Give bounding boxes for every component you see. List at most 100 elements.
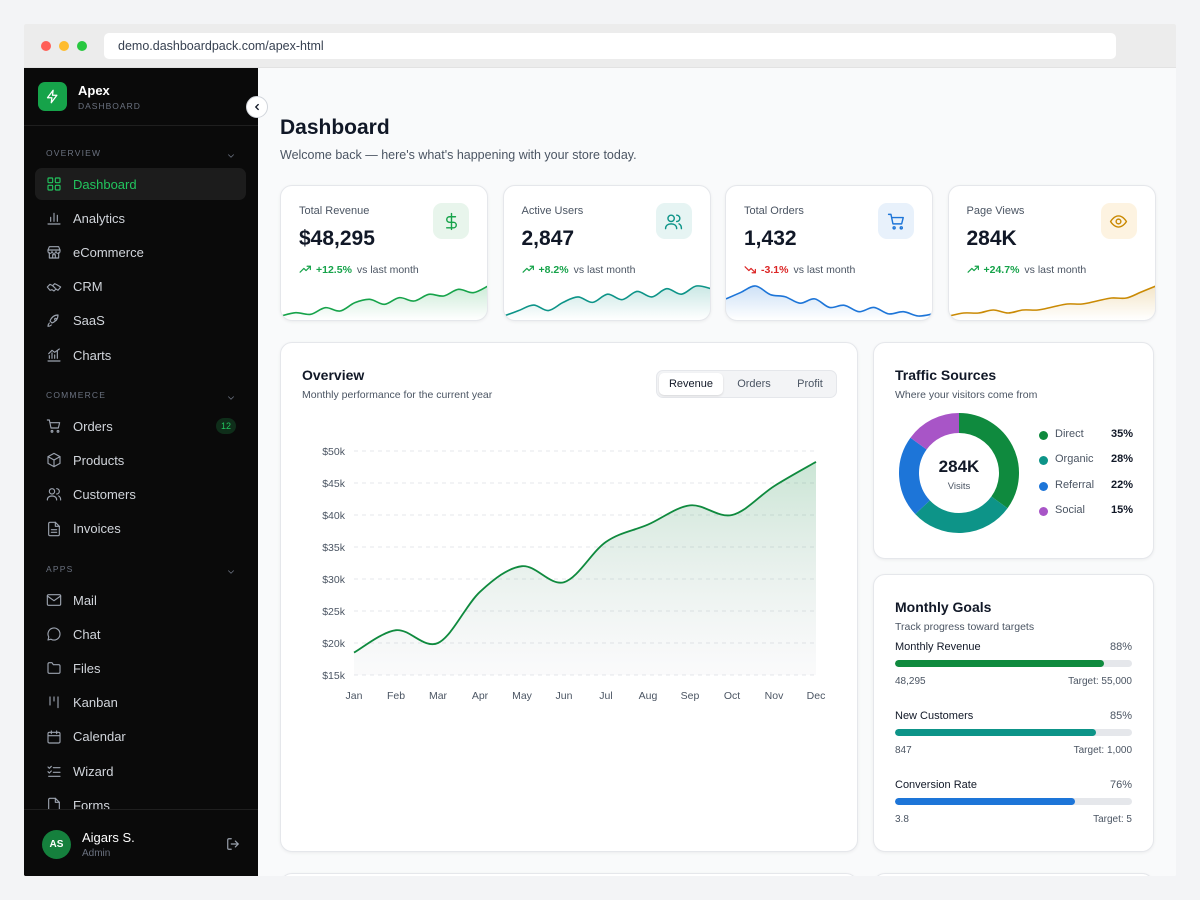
orders-count-badge: 12 xyxy=(215,418,236,434)
legend-dot xyxy=(1039,506,1048,516)
overview-card: Overview Monthly performance for the cur… xyxy=(280,342,858,852)
chevron-down-icon[interactable] xyxy=(226,148,236,158)
lightning-icon[interactable] xyxy=(38,82,67,111)
users-icon xyxy=(664,213,683,229)
stat-value: 2,847 xyxy=(521,227,575,250)
line-chart-icon xyxy=(47,348,61,362)
sidebar-item-mail[interactable]: Mail xyxy=(35,584,246,616)
sidebar-item-analytics[interactable]: Analytics xyxy=(35,202,246,234)
goal-progress-track xyxy=(895,798,1132,805)
sidebar-item-products[interactable]: Products xyxy=(35,444,246,476)
sidebar-item-crm[interactable]: CRM xyxy=(35,271,246,303)
y-tick-label: $30k xyxy=(322,574,346,586)
goal-percent: 85% xyxy=(1109,710,1132,722)
stat-value: 284K xyxy=(966,227,1017,250)
sidebar-item-saas[interactable]: SaaS xyxy=(35,305,246,337)
stat-card-total-orders[interactable]: Total Orders 1,432 -3.1% vs last month xyxy=(725,185,933,321)
stat-sparkline xyxy=(948,285,1155,320)
eye-icon-badge xyxy=(1100,203,1137,239)
maximize-window-button[interactable] xyxy=(77,41,87,51)
sidebar-item-label: Customers xyxy=(73,486,136,502)
sparkline-area xyxy=(503,285,710,320)
goals-title: Monthly Goals xyxy=(895,599,992,615)
stat-card-page-views[interactable]: Page Views 284K +24.7% vs last month xyxy=(947,185,1156,321)
store-icon xyxy=(47,246,61,259)
legend-item-referral: Referral 22% xyxy=(1039,478,1133,494)
stat-change: +24.7% vs last month xyxy=(966,263,1086,276)
stat-change: -3.1% vs last month xyxy=(744,263,855,276)
cart-icon xyxy=(887,213,904,230)
sidebar-item-label: Invoices xyxy=(73,521,121,537)
stat-change-percent: -3.1% xyxy=(761,263,789,276)
sidebar-item-ecommerce[interactable]: eCommerce xyxy=(35,236,246,268)
chevron-down-icon xyxy=(228,570,234,574)
sparkline-line xyxy=(281,285,487,317)
sidebar-item-files[interactable]: Files xyxy=(35,652,246,684)
sidebar-item-customers[interactable]: Customers xyxy=(35,478,246,510)
chevron-down-icon[interactable] xyxy=(226,564,236,574)
donut-slice-referral xyxy=(899,437,931,515)
sidebar-item-label: Forms xyxy=(73,797,110,813)
minimize-window-button[interactable] xyxy=(59,41,69,51)
collapse-sidebar-button[interactable] xyxy=(246,96,268,118)
legend-item-direct: Direct 35% xyxy=(1039,427,1133,443)
legend-percent: 15% xyxy=(1110,503,1133,516)
goal-target: Target: 55,000 xyxy=(1068,676,1132,687)
rocket-icon xyxy=(47,314,59,327)
legend-percent: 35% xyxy=(1110,428,1133,440)
sidebar-item-label: Products xyxy=(73,452,125,468)
sidebar-item-dashboard[interactable]: Dashboard xyxy=(35,168,246,200)
sidebar-item-orders[interactable]: Orders 12 xyxy=(35,410,246,442)
sidebar-item-label: Chat xyxy=(73,626,101,642)
tab-profit[interactable]: Profit xyxy=(797,378,823,390)
folder-icon xyxy=(47,662,61,675)
revenue-area-chart: $15k $20k $25k $30k $35k $40k $45k $50k Jan Feb Ma… xyxy=(322,446,825,702)
donut-slice-direct xyxy=(958,413,1019,509)
browser-toolbar: demo.dashboardpack.com/apex-html xyxy=(24,24,1176,68)
goal-name: Conversion Rate xyxy=(895,779,977,791)
goal-progress-track xyxy=(895,729,1132,736)
chevron-down-icon[interactable] xyxy=(226,390,236,400)
close-window-button[interactable] xyxy=(41,41,51,51)
chevron-left-icon xyxy=(254,103,259,111)
sidebar-item-invoices[interactable]: Invoices xyxy=(35,513,246,545)
stat-change-percent: +8.2% xyxy=(538,263,569,276)
stat-value: $48,295 xyxy=(299,227,375,250)
overview-title: Overview xyxy=(302,367,365,383)
traffic-sources-card: Traffic Sources Where your visitors come… xyxy=(873,342,1154,559)
calendar-icon xyxy=(47,730,61,744)
stat-sparkline xyxy=(503,285,710,320)
overview-subtitle: Monthly performance for the current year xyxy=(302,389,493,401)
eye-icon xyxy=(1109,214,1128,228)
stat-card-active-users[interactable]: Active Users 2,847 +8.2% vs last month xyxy=(502,185,711,321)
sidebar-item-wizard[interactable]: Wizard xyxy=(35,755,246,787)
address-bar[interactable]: demo.dashboardpack.com/apex-html xyxy=(104,33,1116,59)
chat-icon xyxy=(47,627,61,641)
sidebar-item-calendar[interactable]: Calendar xyxy=(35,721,246,753)
sidebar-item-charts[interactable]: Charts xyxy=(35,339,246,371)
stat-change-suffix: vs last month xyxy=(356,263,419,276)
dollar-icon-badge xyxy=(433,203,469,239)
sidebar-item-kanban[interactable]: Kanban xyxy=(35,687,246,719)
overview-tabs: Revenue Orders Profit xyxy=(656,370,837,398)
page-subtitle: Welcome back — here's what's happening w… xyxy=(280,148,637,162)
goal-percent: 76% xyxy=(1109,779,1132,791)
x-tick-label: Mar xyxy=(429,690,448,702)
stat-card-total-revenue[interactable]: Total Revenue $48,295 +12.5% vs last month xyxy=(280,185,488,321)
sidebar-item-chat[interactable]: Chat xyxy=(35,618,246,650)
avatar[interactable]: AS xyxy=(42,830,71,859)
sidebar-item-label: Files xyxy=(73,660,101,676)
goal-current: 847 xyxy=(895,745,912,756)
sidebar-item-label: Calendar xyxy=(73,729,126,745)
goal-progress-fill xyxy=(895,798,1076,805)
tab-revenue[interactable]: Revenue xyxy=(659,373,723,395)
box-icon xyxy=(47,452,61,468)
section-label-apps: APPS xyxy=(46,564,74,574)
list-check-icon xyxy=(47,765,61,777)
x-tick-label: Aug xyxy=(639,690,658,702)
stat-label: Page Views xyxy=(966,205,1025,217)
tab-orders[interactable]: Orders xyxy=(737,378,771,390)
logout-icon[interactable] xyxy=(226,837,240,851)
stat-change: +12.5% vs last month xyxy=(299,263,419,276)
goal-progress-fill xyxy=(895,660,1104,667)
